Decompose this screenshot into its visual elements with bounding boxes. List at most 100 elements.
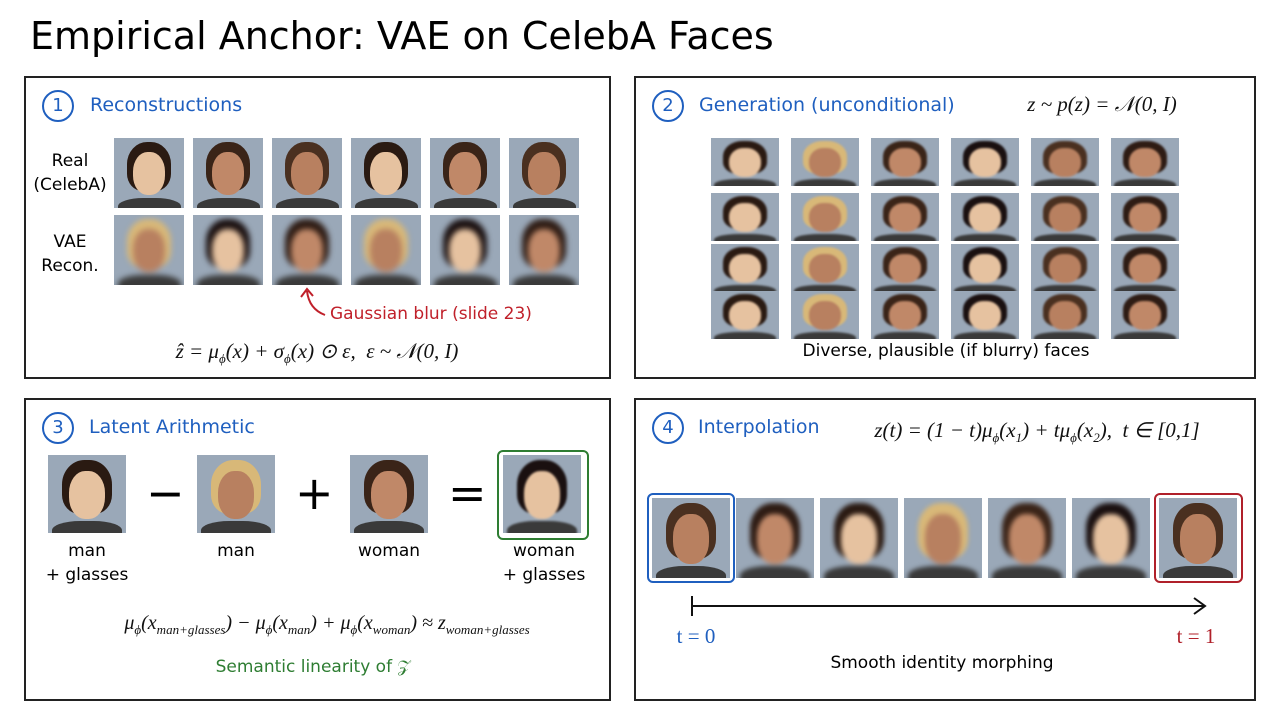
- shoulders: [1114, 178, 1176, 186]
- panel-title: Reconstructions: [90, 94, 243, 116]
- formula-part: ) − μ: [225, 612, 266, 634]
- face-drawing: [871, 138, 939, 186]
- row-label-line: VAE: [53, 232, 87, 252]
- skin: [1180, 514, 1216, 564]
- face-image: [114, 138, 184, 208]
- face-image: [48, 455, 126, 533]
- shoulders: [714, 233, 776, 241]
- skin: [925, 514, 961, 564]
- shoulders: [954, 178, 1016, 186]
- face-image: [350, 455, 428, 533]
- shoulders: [1162, 566, 1234, 578]
- skin: [371, 470, 407, 519]
- face-drawing: [430, 138, 500, 208]
- shoulders: [51, 521, 123, 533]
- face-image: [509, 138, 579, 208]
- label-line: woman: [357, 541, 421, 561]
- face-image: [871, 193, 939, 241]
- end-label: t = 1: [1176, 624, 1216, 648]
- shoulders: [991, 566, 1063, 578]
- skin: [809, 202, 841, 233]
- face-image: [1031, 138, 1099, 186]
- panel-title: Interpolation: [698, 416, 820, 438]
- skin: [1129, 202, 1161, 233]
- label-line: + glasses: [45, 565, 129, 585]
- panel-number: 1: [42, 90, 74, 122]
- face-image: [791, 244, 859, 292]
- face-image: [1111, 291, 1179, 339]
- skin: [448, 229, 482, 273]
- face-drawing: [1111, 193, 1179, 241]
- face-image: [951, 193, 1019, 241]
- face-label: woman: [358, 539, 420, 563]
- skin: [969, 300, 1001, 331]
- skin: [809, 300, 841, 331]
- skin: [527, 229, 561, 273]
- face-label: man: [217, 539, 255, 563]
- label-line: man: [68, 541, 106, 561]
- shoulders: [874, 178, 936, 186]
- formula-part: ) + tμ: [1022, 418, 1071, 442]
- formula-part: z ~ p(z) = 𝒩(0, I): [1027, 92, 1177, 116]
- face-image: [951, 291, 1019, 339]
- face-drawing: [351, 138, 421, 208]
- face-image: [272, 215, 342, 285]
- formula-part: (x: [1076, 418, 1094, 442]
- face-image: [1111, 193, 1179, 241]
- face-image: [904, 498, 982, 578]
- formula-part: ) + μ: [310, 612, 351, 634]
- skin: [527, 152, 561, 196]
- row-label-line: (CelebA): [33, 175, 107, 195]
- shoulders: [275, 274, 339, 285]
- face-drawing: [509, 215, 579, 285]
- shoulders: [1114, 233, 1176, 241]
- face-drawing: [951, 193, 1019, 241]
- face-drawing: [114, 138, 184, 208]
- operator: +: [295, 466, 334, 520]
- face-image: [951, 138, 1019, 186]
- formula-subscript: ϕ: [350, 622, 358, 637]
- face-drawing: [351, 215, 421, 285]
- shoulders: [117, 197, 181, 208]
- face-drawing: [1072, 498, 1150, 578]
- annotation: Gaussian blur (slide 23): [330, 304, 532, 324]
- formula-part: (x: [272, 612, 288, 634]
- skin: [1049, 147, 1081, 178]
- formula-part: μ: [124, 612, 135, 634]
- face-drawing: [711, 193, 779, 241]
- shoulders: [196, 197, 260, 208]
- skin: [211, 152, 245, 196]
- face-label: man + glasses: [46, 539, 129, 587]
- shoulders: [354, 197, 418, 208]
- operator: −: [146, 466, 185, 520]
- face-drawing: [193, 138, 263, 208]
- shoulders: [874, 284, 936, 292]
- panel-number: 4: [652, 412, 684, 444]
- end-frame: [1154, 493, 1243, 583]
- skin: [1049, 253, 1081, 284]
- skin: [1049, 202, 1081, 233]
- skin: [809, 253, 841, 284]
- skin: [132, 229, 166, 273]
- skin: [889, 300, 921, 331]
- formula-subscript: ϕ: [265, 622, 273, 637]
- face-drawing: [1031, 244, 1099, 292]
- shoulders: [794, 331, 856, 339]
- formula: z(t) = (1 − t)μϕ(x1) + tμϕ(x2), t ∈ [0,1…: [874, 418, 1199, 446]
- face-image: [791, 193, 859, 241]
- shoulders: [1114, 331, 1176, 339]
- face-image: [503, 455, 581, 533]
- face-drawing: [904, 498, 982, 578]
- face-image: [351, 138, 421, 208]
- skin: [969, 202, 1001, 233]
- start-label: t = 0: [676, 624, 716, 648]
- face-image: [1111, 138, 1179, 186]
- skin: [729, 300, 761, 331]
- shoulders: [954, 284, 1016, 292]
- face-drawing: [951, 291, 1019, 339]
- face-drawing: [503, 455, 581, 533]
- caption: Semantic linearity of 𝒵: [215, 657, 411, 677]
- face-image: [114, 215, 184, 285]
- row-label-line: Recon.: [41, 256, 99, 276]
- face-image: [351, 215, 421, 285]
